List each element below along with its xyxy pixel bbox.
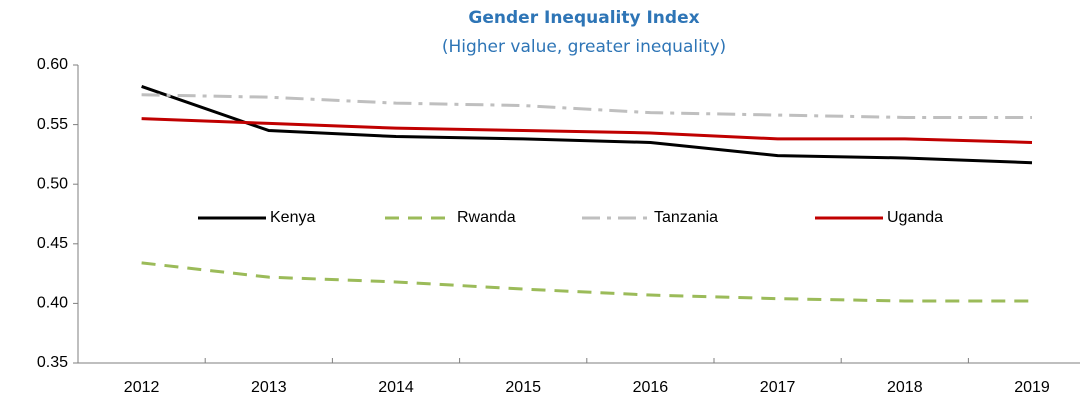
legend-label: Tanzania xyxy=(654,209,718,226)
legend-label: Uganda xyxy=(887,209,943,226)
x-tick-label: 2018 xyxy=(887,379,923,396)
series-line xyxy=(141,117,1033,144)
y-tick-label: 0.45 xyxy=(37,235,68,252)
x-tick-label: 2016 xyxy=(633,379,669,396)
series-line xyxy=(141,261,1032,303)
chart-subtitle: (Higher value, greater inequality) xyxy=(442,37,726,57)
series-line xyxy=(141,93,1032,119)
chart-title: Gender Inequality Index xyxy=(468,8,699,28)
y-tick-label: 0.60 xyxy=(37,56,68,73)
x-tick-label: 2013 xyxy=(251,379,287,396)
x-tick-label: 2017 xyxy=(760,379,796,396)
legend-label: Kenya xyxy=(270,209,315,226)
series-line xyxy=(141,85,1033,165)
x-tick-label: 2019 xyxy=(1014,379,1050,396)
y-tick-label: 0.55 xyxy=(37,116,68,133)
legend-label: Rwanda xyxy=(457,209,516,226)
y-tick-label: 0.35 xyxy=(37,354,68,371)
x-tick-label: 2012 xyxy=(124,379,160,396)
y-tick-label: 0.40 xyxy=(37,295,68,312)
y-tick-label: 0.50 xyxy=(37,175,68,192)
x-tick-label: 2015 xyxy=(505,379,541,396)
x-tick-label: 2014 xyxy=(378,379,414,396)
